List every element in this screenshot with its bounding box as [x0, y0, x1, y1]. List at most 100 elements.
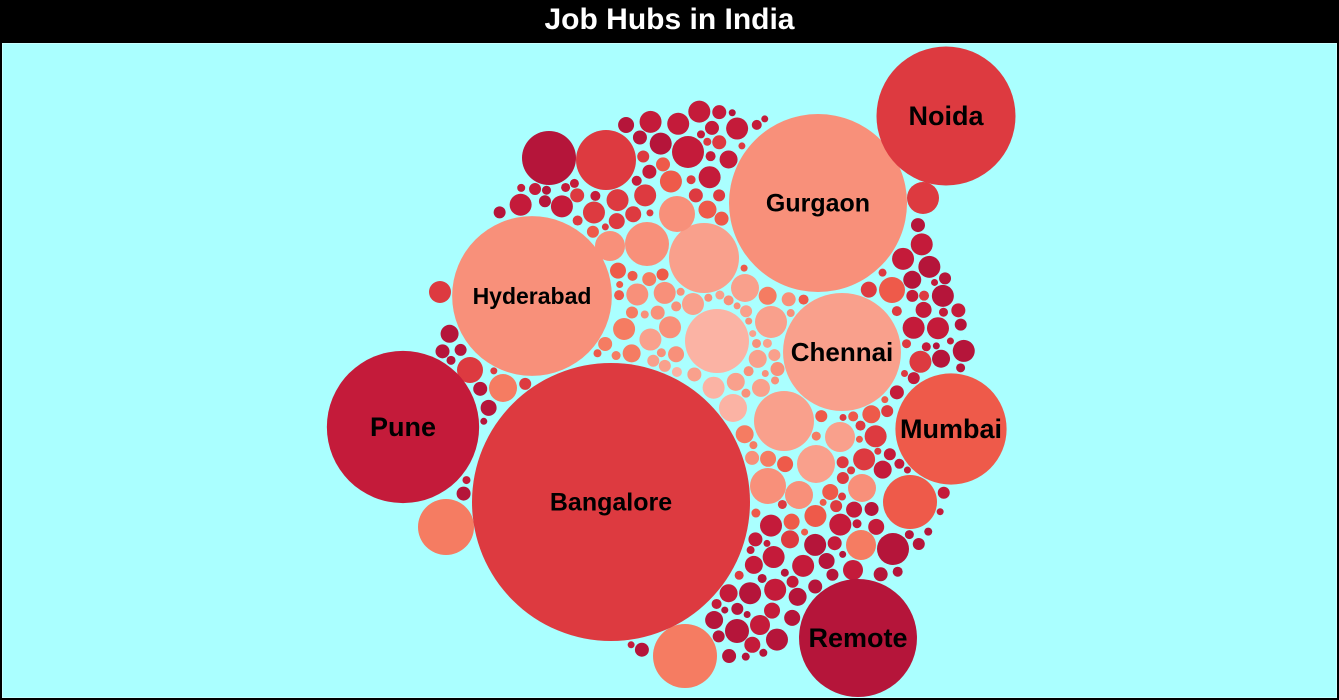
bubble-small	[688, 188, 703, 203]
bubble-small	[642, 164, 657, 179]
bubble-small	[687, 367, 702, 382]
bubble-small	[808, 579, 823, 594]
bubble-small	[907, 372, 920, 385]
bubble-small	[827, 536, 842, 551]
bubble-label-noida: Noida	[908, 101, 984, 131]
bubble-small	[613, 317, 636, 340]
bubble-small	[762, 338, 772, 348]
bubble-medium	[719, 394, 747, 422]
bubble-small	[829, 513, 852, 536]
bubble-remote	[799, 579, 917, 697]
bubble-small	[777, 456, 794, 473]
bubble-small	[946, 337, 954, 345]
bubble-small	[811, 431, 821, 441]
bubble-small	[640, 310, 649, 319]
bubble-small	[614, 290, 625, 301]
bubble-small	[759, 648, 768, 657]
bubble-small	[801, 528, 809, 536]
bubble-small	[931, 278, 939, 286]
bubble-small	[891, 306, 902, 317]
bubble-small	[783, 513, 800, 530]
bubble-small	[804, 504, 827, 527]
bubble-small	[627, 270, 638, 281]
bubble-small	[722, 649, 737, 664]
bubble-small	[740, 264, 748, 272]
bubble-small	[954, 318, 967, 331]
bubble-bangalore	[472, 363, 750, 641]
bubble-small	[703, 137, 712, 146]
bubble-small	[622, 344, 641, 363]
bubble-medium	[457, 357, 483, 383]
bubble-small	[763, 539, 771, 547]
bubble-small	[912, 538, 925, 551]
bubble-small	[838, 492, 847, 501]
bubble-small	[608, 213, 625, 230]
bubble-small	[780, 530, 799, 549]
bubble-small	[894, 458, 905, 469]
bubble-small	[713, 189, 726, 202]
bubble-small	[881, 405, 894, 418]
bubble-small	[712, 105, 727, 120]
bubble-small	[878, 268, 887, 277]
bubble-small	[712, 630, 725, 643]
bubble-small	[538, 195, 551, 208]
bubble-small	[618, 116, 635, 133]
bubble-medium	[669, 223, 739, 293]
bubble-small	[919, 290, 930, 301]
bubble-small	[639, 110, 662, 133]
bubble-small	[839, 413, 847, 421]
bubble-medium	[685, 309, 749, 373]
bubble-small	[921, 342, 931, 352]
bubble-small	[653, 281, 676, 304]
bubble-small	[777, 499, 787, 509]
bubble-small	[904, 530, 914, 540]
bubble-small	[792, 554, 815, 577]
bubble-small	[616, 281, 624, 289]
bubble-small	[572, 215, 583, 226]
bubble-small	[456, 486, 471, 501]
bubble-small	[590, 190, 601, 201]
bubble-small	[931, 284, 954, 307]
bubble-small	[749, 330, 757, 338]
bubble-small	[731, 602, 744, 615]
bubble-label-gurgaon: Gurgaon	[766, 190, 870, 218]
bubble-small	[676, 287, 685, 296]
bubble-small	[883, 448, 896, 461]
bubble-small	[632, 130, 647, 145]
bubble-small	[743, 366, 754, 377]
bubble-small	[650, 305, 665, 320]
bubble-small	[649, 132, 672, 155]
bubble-small	[862, 405, 881, 424]
bubble-small	[715, 290, 725, 300]
bubble-small	[609, 262, 626, 279]
bubble-small	[582, 201, 605, 224]
bubble-small	[822, 483, 839, 500]
bubble-small	[836, 456, 849, 469]
bubble-medium	[522, 131, 576, 185]
bubble-small	[728, 109, 736, 117]
bubble-small	[541, 185, 551, 195]
bubble-small	[667, 112, 690, 135]
bubble-small	[659, 316, 682, 339]
bubble-small	[939, 272, 952, 285]
bubble-small	[704, 120, 719, 135]
bubble-small	[726, 372, 745, 391]
bubble-medium	[848, 474, 876, 502]
bubble-small	[435, 344, 450, 359]
bubble-small	[744, 555, 763, 574]
bubble-small	[473, 381, 488, 396]
bubble-pune	[326, 350, 480, 504]
bubble-small	[480, 417, 488, 425]
bubble-medium	[846, 530, 876, 560]
bubble-small	[918, 255, 941, 278]
bubble-small	[765, 628, 788, 651]
bubble-small	[751, 119, 762, 130]
bubble-small	[761, 370, 769, 378]
bubble-small	[826, 568, 839, 581]
bubble-small	[696, 130, 705, 139]
bubble-small	[726, 117, 749, 140]
bubble-hyderabad	[452, 216, 612, 376]
bubble-small	[598, 336, 613, 351]
bubble-small	[951, 303, 966, 318]
bubble-small	[768, 349, 781, 362]
